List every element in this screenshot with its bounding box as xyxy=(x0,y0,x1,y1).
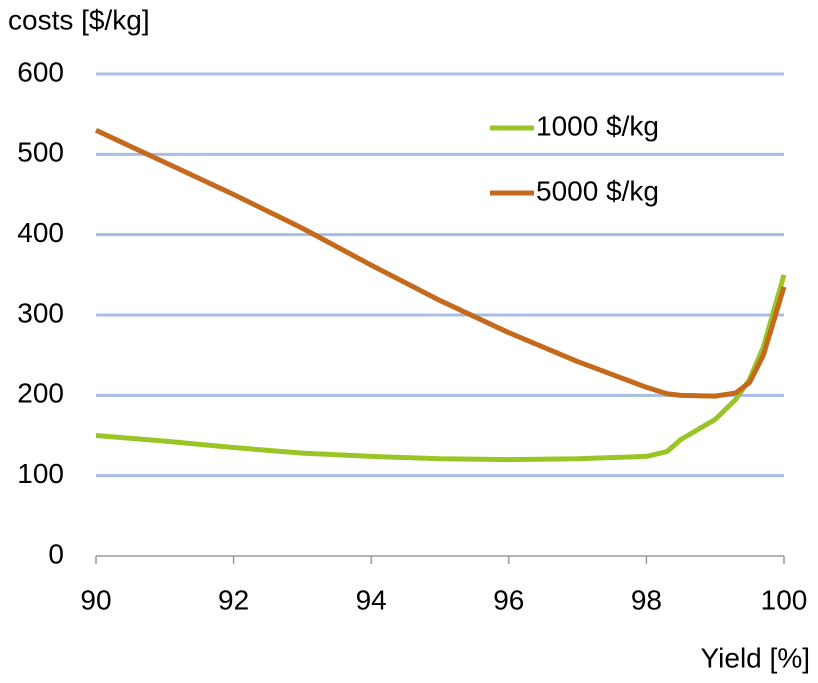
y-tick-label: 100 xyxy=(17,458,64,489)
y-tick-label: 500 xyxy=(17,137,64,168)
y-tick-label: 300 xyxy=(17,297,64,328)
legend-label: 5000 $/kg xyxy=(536,175,659,206)
x-tick-label: 98 xyxy=(631,584,662,615)
y-tick-label: 400 xyxy=(17,217,64,248)
y-axis-title: costs [$/kg] xyxy=(8,4,150,35)
x-tick-label: 90 xyxy=(80,584,111,615)
y-tick-label: 200 xyxy=(17,378,64,409)
data-line xyxy=(94,127,787,399)
y-tick-label: 0 xyxy=(48,538,64,569)
x-tick-label: 92 xyxy=(218,584,249,615)
x-tick-label: 94 xyxy=(356,584,387,615)
y-tick-label: 600 xyxy=(17,56,64,87)
x-axis-title: Yield [%] xyxy=(701,642,810,673)
x-tick-label: 100 xyxy=(761,584,808,615)
x-tick-label: 96 xyxy=(493,584,524,615)
legend-label: 1000 $/kg xyxy=(536,110,659,141)
